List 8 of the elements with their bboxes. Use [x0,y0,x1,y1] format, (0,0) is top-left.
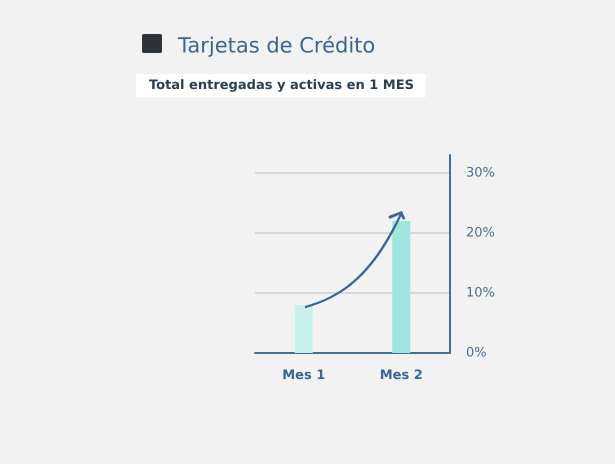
y-tick-label: 30% [466,166,495,180]
x-tick-label: Mes 1 [282,368,326,383]
x-tick-label: Mes 2 [380,368,423,383]
chart-title: Tarjetas de Crédito [177,34,376,58]
chart-subtitle: Total entregadas y activas en 1 MES [149,78,414,93]
y-tick-label: 10% [466,286,495,300]
y-tick-label: 20% [466,226,495,240]
y-tick-label: 0% [466,346,487,360]
